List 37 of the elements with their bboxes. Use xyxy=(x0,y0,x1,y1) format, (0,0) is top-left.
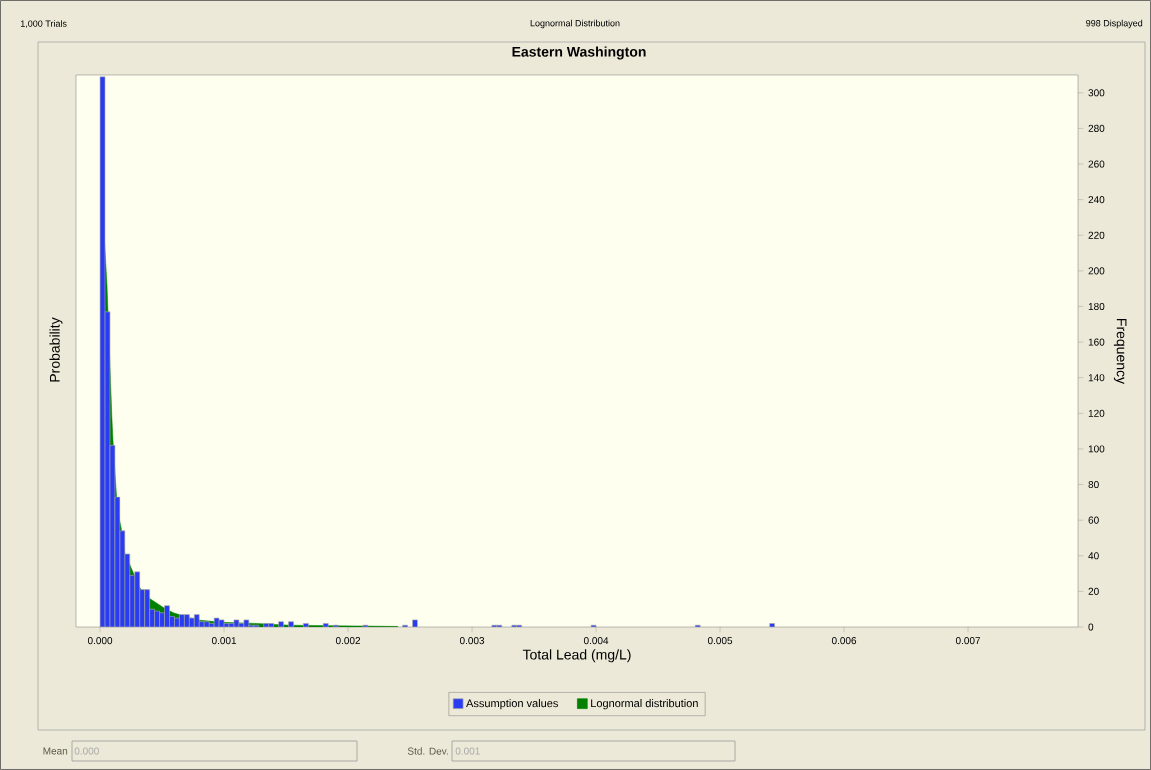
text: 0.000 xyxy=(74,747,99,755)
y-tick-label: 200 xyxy=(1088,267,1105,275)
x-tick-label: 0.006 xyxy=(831,637,857,645)
x-tick-label: 0.002 xyxy=(335,637,361,645)
x-tick-label: 0.003 xyxy=(459,637,485,645)
chart-title: Eastern Washington xyxy=(512,46,646,60)
y-tick-label: 280 xyxy=(1088,124,1105,132)
text: Mean xyxy=(43,747,68,755)
y-tick-label: 260 xyxy=(1088,160,1105,168)
x-tick-label: 0.000 xyxy=(87,637,113,645)
x-tick-label: 0.005 xyxy=(707,637,733,645)
text: 998 Displayed xyxy=(1086,19,1143,29)
x-tick-label: 0.004 xyxy=(583,637,609,645)
text: 1,000 Trials xyxy=(20,20,67,28)
y-tick-label: 300 xyxy=(1088,89,1105,97)
y-tick-label: 60 xyxy=(1088,516,1099,524)
x-tick-label: 0.001 xyxy=(211,637,237,645)
text: 0.001 xyxy=(455,747,480,755)
y-tick-label: 80 xyxy=(1088,481,1099,489)
y-axis-title: Frequency xyxy=(1113,319,1127,385)
y2-axis-title: Probability xyxy=(49,317,63,382)
legend-label: Lognormal distribution xyxy=(591,699,698,710)
y-tick-label: 40 xyxy=(1088,552,1099,560)
y-tick-label: 20 xyxy=(1088,587,1099,595)
legend-label: Assumption values xyxy=(466,699,558,710)
y-tick-label: 120 xyxy=(1088,409,1105,417)
y-tick-label: 220 xyxy=(1088,231,1105,239)
y-tick-label: 140 xyxy=(1088,374,1105,382)
text: Std. Dev. xyxy=(407,747,448,755)
y-tick-label: 240 xyxy=(1088,196,1105,204)
y-tick-label: 180 xyxy=(1088,302,1105,311)
text: Lognormal Distribution xyxy=(530,19,620,29)
x-axis-title: Total Lead (mg/L) xyxy=(522,649,631,663)
y-tick-label: 160 xyxy=(1088,338,1105,346)
y-tick-label: 0 xyxy=(1088,623,1094,631)
y-tick-label: 100 xyxy=(1088,445,1105,453)
x-tick-label: 0.007 xyxy=(955,637,981,645)
